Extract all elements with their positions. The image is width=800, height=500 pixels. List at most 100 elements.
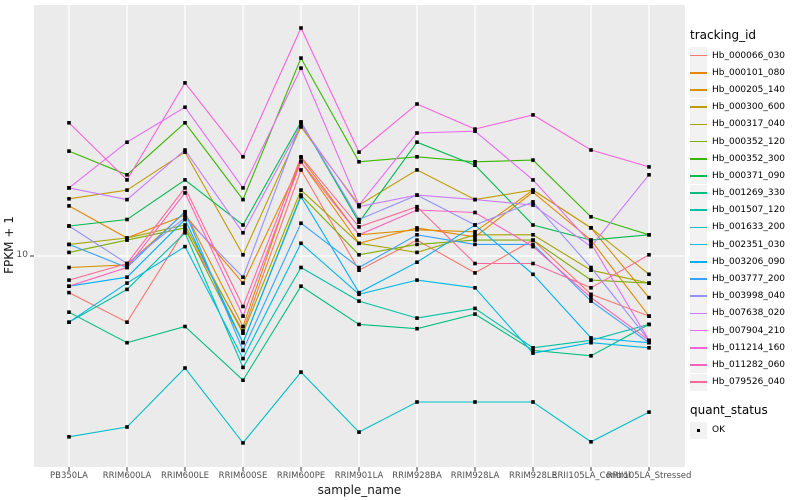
data-point [473, 271, 477, 275]
data-point [415, 260, 419, 264]
data-point [531, 238, 535, 242]
data-point [357, 225, 361, 229]
legend-item: Hb_000101_080 [690, 64, 800, 82]
data-point [473, 129, 477, 133]
data-point [183, 81, 187, 85]
data-point [415, 168, 419, 172]
x-tick-label: PB350LA [50, 471, 88, 481]
data-point [125, 236, 129, 240]
legend-item: Hb_001269_330 [690, 184, 800, 202]
data-point [589, 292, 593, 297]
data-point [531, 242, 535, 247]
data-point [241, 231, 245, 235]
data-point [357, 322, 361, 327]
legend-item-label: Hb_001269_330 [712, 188, 786, 199]
data-point [299, 123, 303, 127]
data-point [531, 348, 535, 353]
data-point [473, 163, 477, 167]
legend-key-color-line [690, 312, 707, 315]
data-point [125, 188, 129, 192]
data-point [357, 217, 361, 222]
data-point [531, 178, 535, 182]
data-point [473, 223, 477, 227]
data-point [125, 320, 129, 324]
legend: tracking_id Hb_000066_030 Hb_000101_080 Hb… [690, 28, 800, 439]
data-point [589, 440, 593, 444]
data-point [473, 312, 477, 316]
legend-key-color-line [690, 123, 707, 126]
data-point [415, 155, 419, 159]
data-point [241, 329, 245, 333]
legend-items-quant-status: OK [690, 421, 800, 439]
data-point [589, 340, 593, 345]
data-point [125, 173, 129, 177]
data-point [589, 265, 593, 270]
legend-item-quant: OK [690, 421, 800, 439]
legend-item-label: Hb_007638_020 [712, 308, 786, 319]
data-point [241, 197, 245, 202]
data-point [67, 250, 71, 255]
data-point [647, 295, 651, 300]
data-point [357, 241, 361, 246]
legend-key-line-icon [690, 373, 707, 391]
legend-item: Hb_000066_030 [690, 47, 800, 65]
legend-item-label: Hb_000205_140 [712, 84, 786, 95]
data-point [531, 188, 535, 192]
x-tick-label: RRIM901LA [334, 471, 384, 481]
data-point [183, 231, 187, 235]
data-point [183, 150, 187, 154]
data-point [299, 125, 303, 129]
data-point [183, 121, 187, 125]
data-point [647, 281, 651, 285]
legend-item: Hb_000317_040 [690, 115, 800, 133]
data-point [531, 223, 535, 227]
data-point [299, 370, 303, 374]
legend-item-label: Hb_011214_160 [712, 342, 786, 353]
data-point [473, 230, 477, 234]
data-point [357, 430, 361, 434]
legend-key-line-icon [690, 64, 707, 82]
data-point [647, 173, 651, 177]
data-point [125, 238, 129, 242]
data-point [589, 338, 593, 343]
x-tick-label: RRIM928BA [392, 471, 442, 481]
legend-key-color-line [690, 329, 707, 332]
data-point [241, 365, 245, 370]
data-point [299, 188, 303, 192]
data-point [125, 197, 129, 202]
data-point [589, 299, 593, 303]
data-point [531, 272, 535, 277]
legend-item-label: Hb_000101_080 [712, 67, 786, 78]
legend-item: Hb_003998_040 [690, 287, 800, 305]
data-point [415, 326, 419, 331]
x-axis-title: sample_name [317, 483, 402, 497]
data-point [299, 160, 303, 164]
data-point [473, 261, 477, 266]
data-point [183, 215, 187, 220]
data-point [299, 168, 303, 172]
data-point [647, 253, 651, 257]
data-point [415, 193, 419, 197]
data-point [299, 241, 303, 246]
legend-item: Hb_002351_030 [690, 236, 800, 254]
data-point [357, 268, 361, 272]
legend-item-label: Hb_000352_300 [712, 153, 786, 164]
legend-item-label: Hb_000352_120 [712, 136, 786, 147]
x-tick-label: RRIM600LE [161, 471, 209, 481]
x-tick-label: RRIM600SE [218, 471, 268, 481]
legend-item: Hb_007904_210 [690, 322, 800, 340]
data-point [183, 226, 187, 230]
data-point [415, 102, 419, 106]
x-tick-label: RRIM600LA [102, 471, 152, 481]
data-point [415, 228, 419, 232]
data-point [299, 26, 303, 30]
legend-key-line-icon [690, 184, 707, 202]
data-point [125, 425, 129, 429]
legend-key-line-icon [690, 356, 707, 374]
data-point [531, 233, 535, 237]
data-point [473, 306, 477, 311]
x-tick-label: RRIM928LA [450, 471, 500, 481]
legend-key-color-line [690, 140, 707, 143]
data-point [299, 66, 303, 70]
data-point [531, 200, 535, 204]
